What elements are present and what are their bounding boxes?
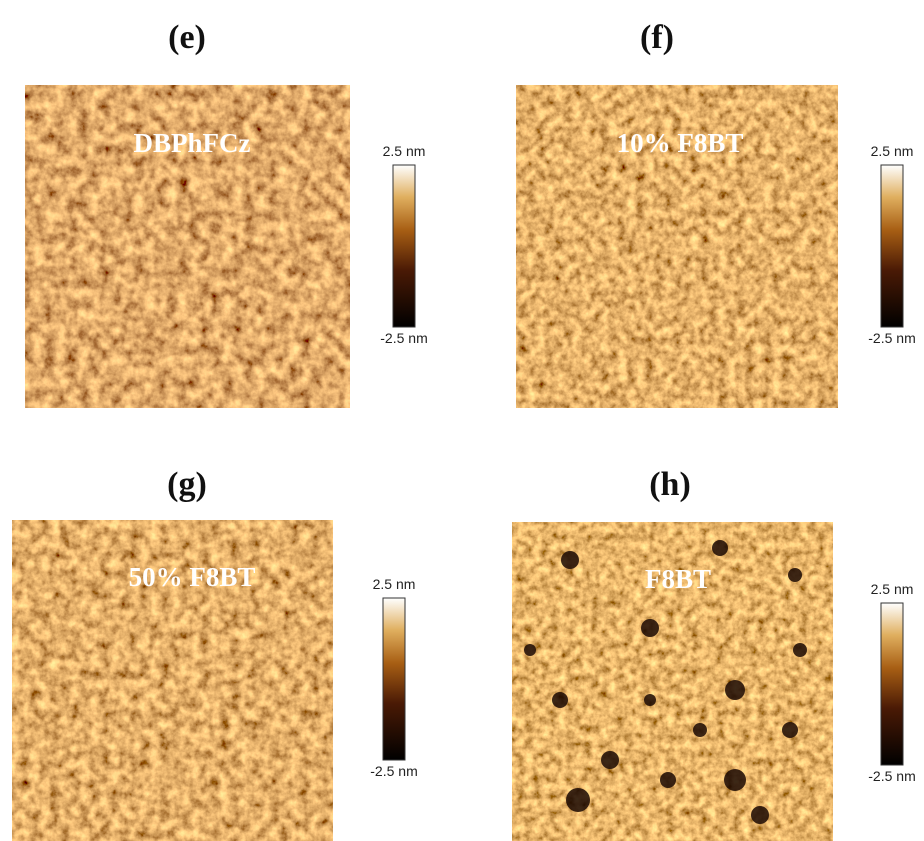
afm-panel: (e) DBPhFCz 2.5 nm -2.5 nm: [25, 19, 428, 408]
sample-label: 50% F8BT: [129, 562, 256, 592]
afm-panel: (g) 50% F8BT 2.5 nm -2.5 nm: [12, 466, 418, 841]
afm-pit: [712, 540, 728, 556]
color-bar-min: -2.5 nm: [370, 763, 417, 779]
sample-label: F8BT: [645, 564, 711, 594]
color-bar-min: -2.5 nm: [380, 330, 427, 346]
afm-pit: [644, 694, 656, 706]
afm-pit: [561, 551, 579, 569]
afm-pit: [788, 568, 802, 582]
color-bar-min: -2.5 nm: [868, 768, 915, 784]
afm-pit: [566, 788, 590, 812]
color-bar-min: -2.5 nm: [868, 330, 915, 346]
color-bar: [881, 165, 903, 327]
color-bar-max: 2.5 nm: [871, 143, 914, 159]
figure: (e) DBPhFCz 2.5 nm -2.5 nm (f) 10% F8BT 2.5 nm…: [0, 0, 924, 841]
afm-pit: [601, 751, 619, 769]
afm-pit: [793, 643, 807, 657]
afm-pit: [524, 644, 536, 656]
color-bar: [383, 598, 405, 760]
afm-pit: [724, 769, 746, 791]
afm-panel: (h) F8BT 2.5 nm -2.5 nm: [512, 466, 916, 841]
afm-panel: (f) 10% F8BT 2.5 nm -2.5 nm: [516, 19, 916, 408]
panel-label: (e): [168, 19, 206, 56]
sample-label: DBPhFCz: [134, 128, 251, 158]
color-bar-max: 2.5 nm: [383, 143, 426, 159]
afm-pit: [725, 680, 745, 700]
color-bar-max: 2.5 nm: [373, 576, 416, 592]
color-bar-max: 2.5 nm: [871, 581, 914, 597]
afm-pit: [552, 692, 568, 708]
afm-pit: [782, 722, 798, 738]
afm-pit: [693, 723, 707, 737]
sample-label: 10% F8BT: [617, 128, 744, 158]
color-bar: [393, 165, 415, 327]
panel-label: (f): [640, 19, 674, 56]
panel-label: (h): [649, 466, 691, 503]
afm-pit: [751, 806, 769, 824]
afm-pit: [641, 619, 659, 637]
panel-label: (g): [167, 466, 207, 503]
color-bar: [881, 603, 903, 765]
afm-pit: [660, 772, 676, 788]
